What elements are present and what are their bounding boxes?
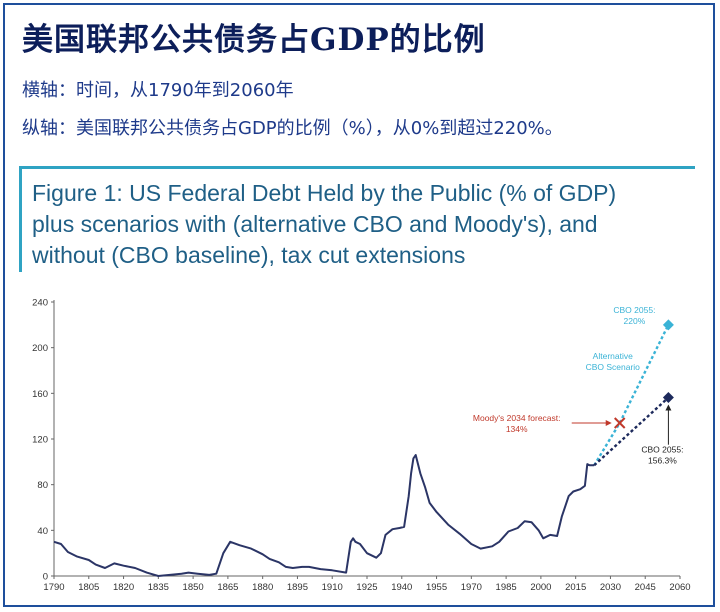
page-title: 美国联邦公共债务占GDP的比例: [22, 22, 486, 58]
cbo-baseline-2055-value: 156.3%: [648, 456, 677, 466]
x-tick-label: 1880: [252, 582, 273, 593]
cbo-baseline-2055-marker: [662, 392, 674, 404]
figure-title: Figure 1: US Federal Debt Held by the Pu…: [32, 178, 692, 271]
alt-scenario-label-line-2: CBO Scenario: [586, 362, 641, 372]
moody-marker-stroke-b: [614, 417, 626, 429]
y-tick-label: 200: [32, 343, 48, 354]
y-axis-description: 纵轴：美国联邦公共债务占GDP的比例（%），从0%到超过220%。: [22, 118, 563, 139]
alt-cbo-2055-value: 220%: [624, 316, 646, 326]
alt-cbo-2055-marker: [662, 319, 674, 331]
x-tick-label: 2000: [530, 582, 551, 593]
figure-title-line-1: Figure 1: US Federal Debt Held by the Pu…: [32, 180, 617, 206]
figure-top-rule: [19, 166, 695, 169]
x-axis-description: 横轴：时间，从1790年到2060年: [22, 80, 294, 101]
x-tick-label: 1910: [322, 582, 343, 593]
x-tick-label: 1970: [461, 582, 482, 593]
cbo-baseline-2055-label: CBO 2055:: [641, 445, 683, 455]
series-line-cbo-baseline: [593, 396, 670, 467]
y-tick-label: 160: [32, 389, 48, 400]
x-tick-label: 2030: [600, 582, 621, 593]
x-tick-label: 1850: [183, 582, 204, 593]
x-tick-label: 1820: [113, 582, 134, 593]
figure-title-line-3: without (CBO baseline), tax cut extensio…: [32, 242, 466, 268]
series-line-historical-debt: [53, 454, 595, 577]
moody-forecast-value: 134%: [506, 424, 528, 434]
cbo-baseline-arrow-head: [665, 404, 672, 411]
x-tick-label: 1835: [148, 582, 169, 593]
x-tick-label: 1925: [356, 582, 377, 593]
x-tick-label: 1790: [43, 582, 64, 593]
moody-forecast-label: Moody's 2034 forecast:: [473, 413, 561, 423]
y-tick-label: 0: [43, 572, 48, 583]
y-tick-label: 240: [32, 298, 48, 309]
y-tick-label: 80: [37, 480, 48, 491]
alt-cbo-2055-label: CBO 2055:: [613, 305, 655, 315]
x-tick-label: 1805: [78, 582, 99, 593]
x-tick-label: 1940: [391, 582, 412, 593]
x-tick-label: 2060: [669, 582, 690, 593]
x-tick-label: 2015: [565, 582, 586, 593]
x-tick-label: 1955: [426, 582, 447, 593]
x-tick-label: 1865: [217, 582, 238, 593]
x-tick-label: 1895: [287, 582, 308, 593]
y-tick-label: 120: [32, 435, 48, 446]
moody-arrow-head: [605, 420, 612, 427]
x-tick-label: 1985: [496, 582, 517, 593]
figure-left-rule: [19, 168, 22, 272]
series-line-alternative-cbo: [593, 324, 670, 466]
alt-scenario-label-line-1: Alternative: [593, 351, 633, 361]
figure-frame: [3, 3, 715, 607]
y-tick-label: 40: [37, 526, 48, 537]
x-tick-label: 2045: [635, 582, 656, 593]
figure-title-line-2: plus scenarios with (alternative CBO and…: [32, 211, 598, 237]
